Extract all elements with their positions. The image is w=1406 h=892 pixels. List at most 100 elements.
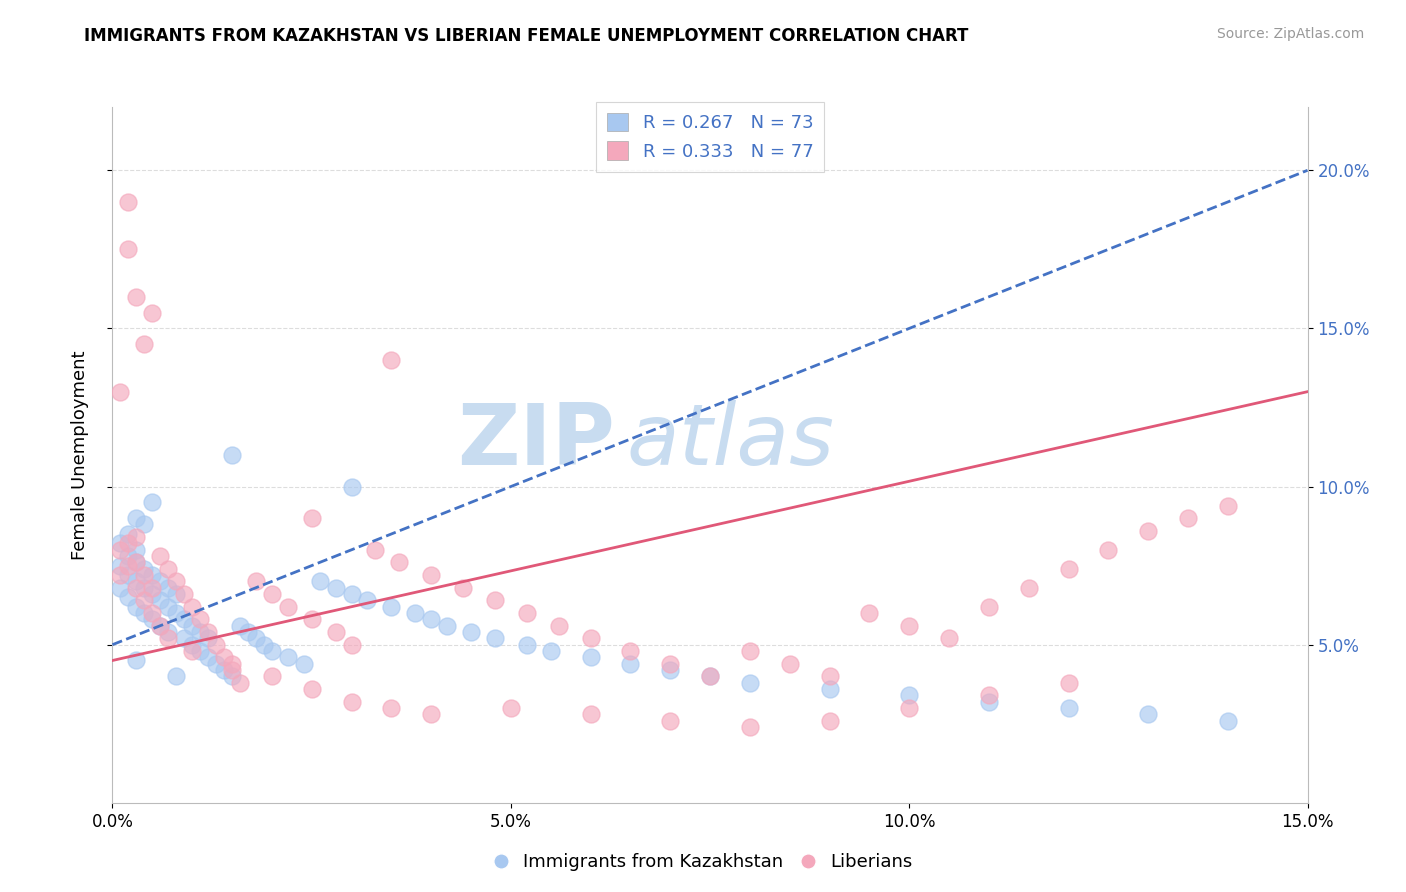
Point bbox=[149, 618, 172, 632]
Point bbox=[205, 657, 228, 671]
Point bbox=[818, 714, 841, 728]
Point bbox=[977, 688, 1000, 702]
Point bbox=[540, 644, 562, 658]
Point bbox=[699, 669, 721, 683]
Point bbox=[340, 587, 363, 601]
Point bbox=[125, 574, 148, 589]
Point bbox=[134, 337, 156, 351]
Point bbox=[451, 581, 474, 595]
Point bbox=[325, 581, 347, 595]
Legend: R = 0.267   N = 73, R = 0.333   N = 77: R = 0.267 N = 73, R = 0.333 N = 77 bbox=[596, 103, 824, 171]
Point bbox=[659, 657, 682, 671]
Point bbox=[301, 511, 323, 525]
Point bbox=[141, 587, 163, 601]
Point bbox=[117, 568, 139, 582]
Point bbox=[134, 568, 156, 582]
Point bbox=[181, 618, 204, 632]
Point bbox=[1057, 562, 1080, 576]
Point bbox=[221, 448, 243, 462]
Point bbox=[325, 625, 347, 640]
Point bbox=[125, 599, 148, 614]
Point bbox=[277, 650, 299, 665]
Point bbox=[898, 701, 921, 715]
Point bbox=[420, 707, 443, 722]
Point bbox=[134, 606, 156, 620]
Point bbox=[1216, 714, 1239, 728]
Point bbox=[149, 593, 172, 607]
Point bbox=[117, 549, 139, 563]
Point bbox=[1018, 581, 1040, 595]
Point bbox=[181, 638, 204, 652]
Point bbox=[229, 618, 252, 632]
Point bbox=[1177, 511, 1199, 525]
Point bbox=[134, 581, 156, 595]
Point bbox=[364, 542, 387, 557]
Point bbox=[125, 290, 148, 304]
Point bbox=[173, 612, 195, 626]
Point bbox=[125, 530, 148, 544]
Point bbox=[117, 527, 139, 541]
Point bbox=[157, 632, 180, 646]
Point bbox=[818, 669, 841, 683]
Point bbox=[260, 644, 283, 658]
Point bbox=[221, 657, 243, 671]
Point bbox=[938, 632, 960, 646]
Point bbox=[110, 542, 132, 557]
Point bbox=[117, 536, 139, 550]
Point bbox=[579, 707, 602, 722]
Point bbox=[221, 669, 243, 683]
Point bbox=[165, 669, 187, 683]
Point bbox=[245, 632, 267, 646]
Point bbox=[499, 701, 522, 715]
Point bbox=[301, 681, 323, 696]
Point bbox=[197, 650, 219, 665]
Point bbox=[779, 657, 801, 671]
Point bbox=[738, 644, 761, 658]
Point bbox=[977, 599, 1000, 614]
Point bbox=[1057, 701, 1080, 715]
Point bbox=[619, 644, 641, 658]
Point bbox=[380, 353, 402, 368]
Point bbox=[149, 549, 172, 563]
Point bbox=[125, 581, 148, 595]
Point bbox=[141, 495, 163, 509]
Point bbox=[898, 688, 921, 702]
Point bbox=[165, 606, 187, 620]
Point bbox=[1216, 499, 1239, 513]
Point bbox=[340, 695, 363, 709]
Point bbox=[157, 581, 180, 595]
Point bbox=[125, 653, 148, 667]
Point bbox=[977, 695, 1000, 709]
Point bbox=[117, 558, 139, 573]
Point bbox=[738, 720, 761, 734]
Point bbox=[253, 638, 276, 652]
Point bbox=[134, 593, 156, 607]
Point bbox=[212, 663, 235, 677]
Point bbox=[484, 632, 506, 646]
Text: Source: ZipAtlas.com: Source: ZipAtlas.com bbox=[1216, 27, 1364, 41]
Point bbox=[110, 536, 132, 550]
Point bbox=[436, 618, 458, 632]
Point bbox=[229, 675, 252, 690]
Point bbox=[516, 606, 538, 620]
Point bbox=[818, 681, 841, 696]
Text: IMMIGRANTS FROM KAZAKHSTAN VS LIBERIAN FEMALE UNEMPLOYMENT CORRELATION CHART: IMMIGRANTS FROM KAZAKHSTAN VS LIBERIAN F… bbox=[84, 27, 969, 45]
Point bbox=[1057, 675, 1080, 690]
Text: ZIP: ZIP bbox=[457, 400, 614, 483]
Point bbox=[149, 618, 172, 632]
Point bbox=[125, 511, 148, 525]
Point bbox=[141, 581, 163, 595]
Point bbox=[110, 384, 132, 399]
Point bbox=[125, 556, 148, 570]
Point bbox=[134, 517, 156, 532]
Point bbox=[181, 644, 204, 658]
Point bbox=[165, 587, 187, 601]
Point bbox=[516, 638, 538, 652]
Y-axis label: Female Unemployment: Female Unemployment bbox=[70, 351, 89, 559]
Point bbox=[579, 632, 602, 646]
Point bbox=[141, 568, 163, 582]
Point bbox=[245, 574, 267, 589]
Point bbox=[260, 669, 283, 683]
Point bbox=[117, 243, 139, 257]
Point bbox=[420, 568, 443, 582]
